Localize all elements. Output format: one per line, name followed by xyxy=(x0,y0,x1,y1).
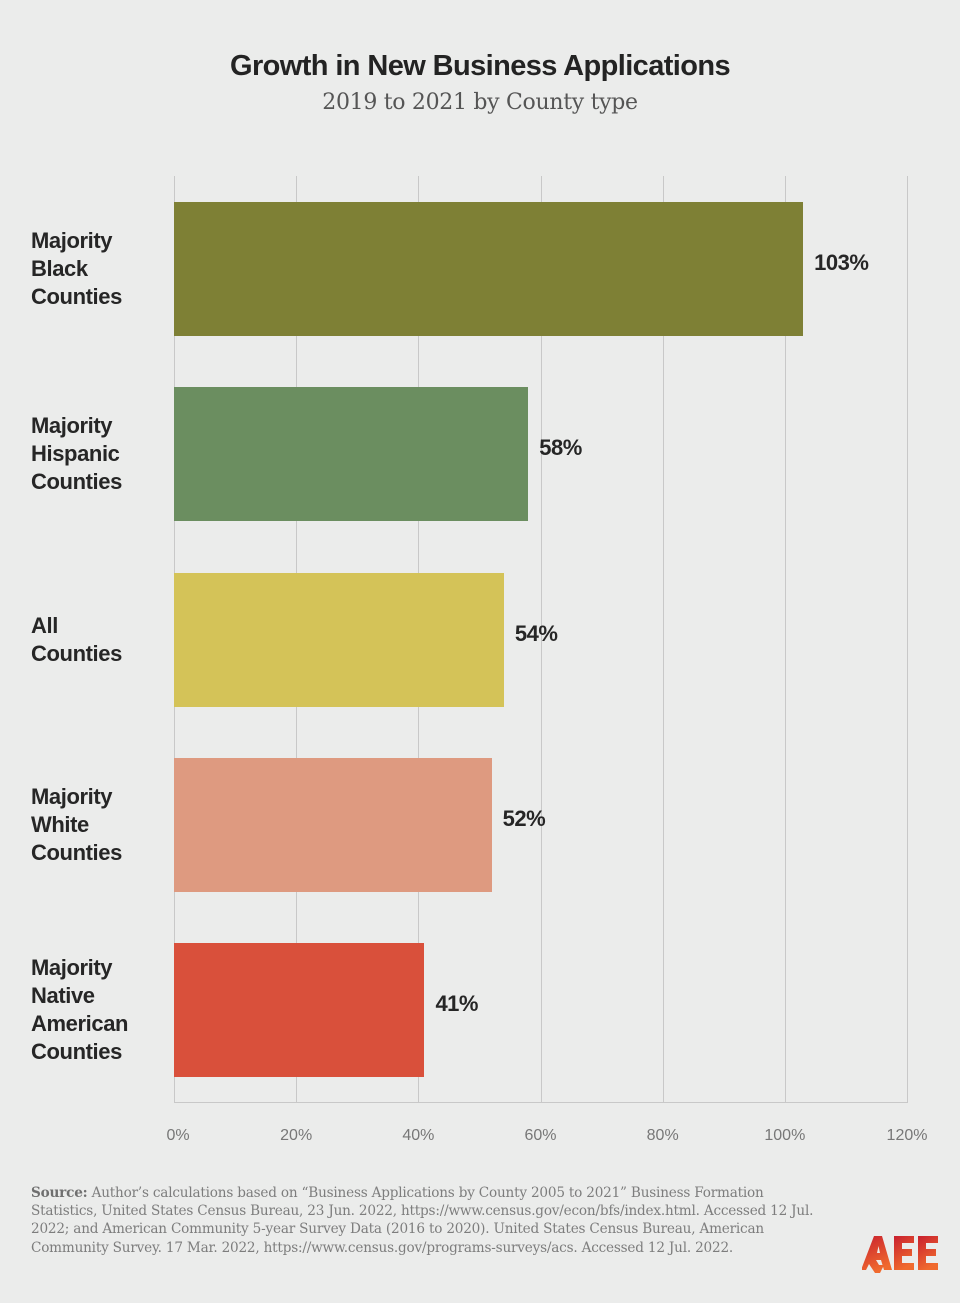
category-label-line: Counties xyxy=(31,641,122,666)
source-text: Author’s calculations based on “Business… xyxy=(31,1185,814,1256)
source-label: Source: xyxy=(31,1185,88,1201)
category-label: All Counties xyxy=(31,612,171,668)
gridline xyxy=(907,176,908,1103)
bar-value-label: 103% xyxy=(814,250,869,275)
chart-subtitle: 2019 to 2021 by County type xyxy=(322,90,638,115)
category-label-line: All xyxy=(31,613,58,638)
gridline xyxy=(662,176,664,1103)
bar-value-label: 41% xyxy=(435,991,478,1016)
x-tick-label: 80% xyxy=(646,1127,679,1144)
category-label-line: Majority xyxy=(31,955,113,980)
category-label-line: Counties xyxy=(31,840,122,865)
bar-value-label: 52% xyxy=(502,806,546,831)
x-tick-label: 120% xyxy=(886,1127,928,1144)
category-label-line: Counties xyxy=(31,1039,122,1064)
category-label-line: Black xyxy=(31,256,88,281)
category-label: Majority Native American Counties xyxy=(31,954,171,1066)
bar-value-label: 54% xyxy=(514,621,558,646)
category-label-line: Native xyxy=(31,983,95,1008)
x-tick-label: 60% xyxy=(524,1127,557,1144)
gridline xyxy=(784,176,786,1103)
bar-value-label: 58% xyxy=(539,435,582,460)
category-label: Majority White Counties xyxy=(31,783,171,867)
category-label-line: Hispanic xyxy=(31,441,120,466)
bar xyxy=(174,573,504,707)
chart-title: Growth in New Business Applications xyxy=(230,50,731,82)
x-tick-label: 100% xyxy=(764,1127,806,1144)
plot-area: 103% 58% 54% 52% 41% xyxy=(174,176,908,1103)
gridline xyxy=(540,176,542,1103)
x-tick-label: 0% xyxy=(166,1127,190,1144)
category-label-line: Majority xyxy=(31,228,113,253)
category-label: Majority Black Counties xyxy=(31,227,171,311)
category-label-line: Majority xyxy=(31,413,113,438)
bar xyxy=(174,943,425,1077)
category-label-line: American xyxy=(31,1011,129,1036)
bar xyxy=(174,387,529,521)
category-label-line: Counties xyxy=(31,469,122,494)
category-label-line: Majority xyxy=(31,784,113,809)
bar xyxy=(174,758,492,892)
category-label-line: White xyxy=(31,812,89,837)
category-label-line: Counties xyxy=(31,284,122,309)
bar xyxy=(174,202,804,336)
category-label: Majority Hispanic Counties xyxy=(31,412,171,496)
source-note: Source: Author’s calculations based on “… xyxy=(31,1184,831,1257)
x-axis-line xyxy=(174,1102,908,1103)
aee-logo-icon xyxy=(862,1236,938,1273)
x-tick-label: 20% xyxy=(280,1127,313,1144)
x-tick-label: 40% xyxy=(402,1127,435,1144)
